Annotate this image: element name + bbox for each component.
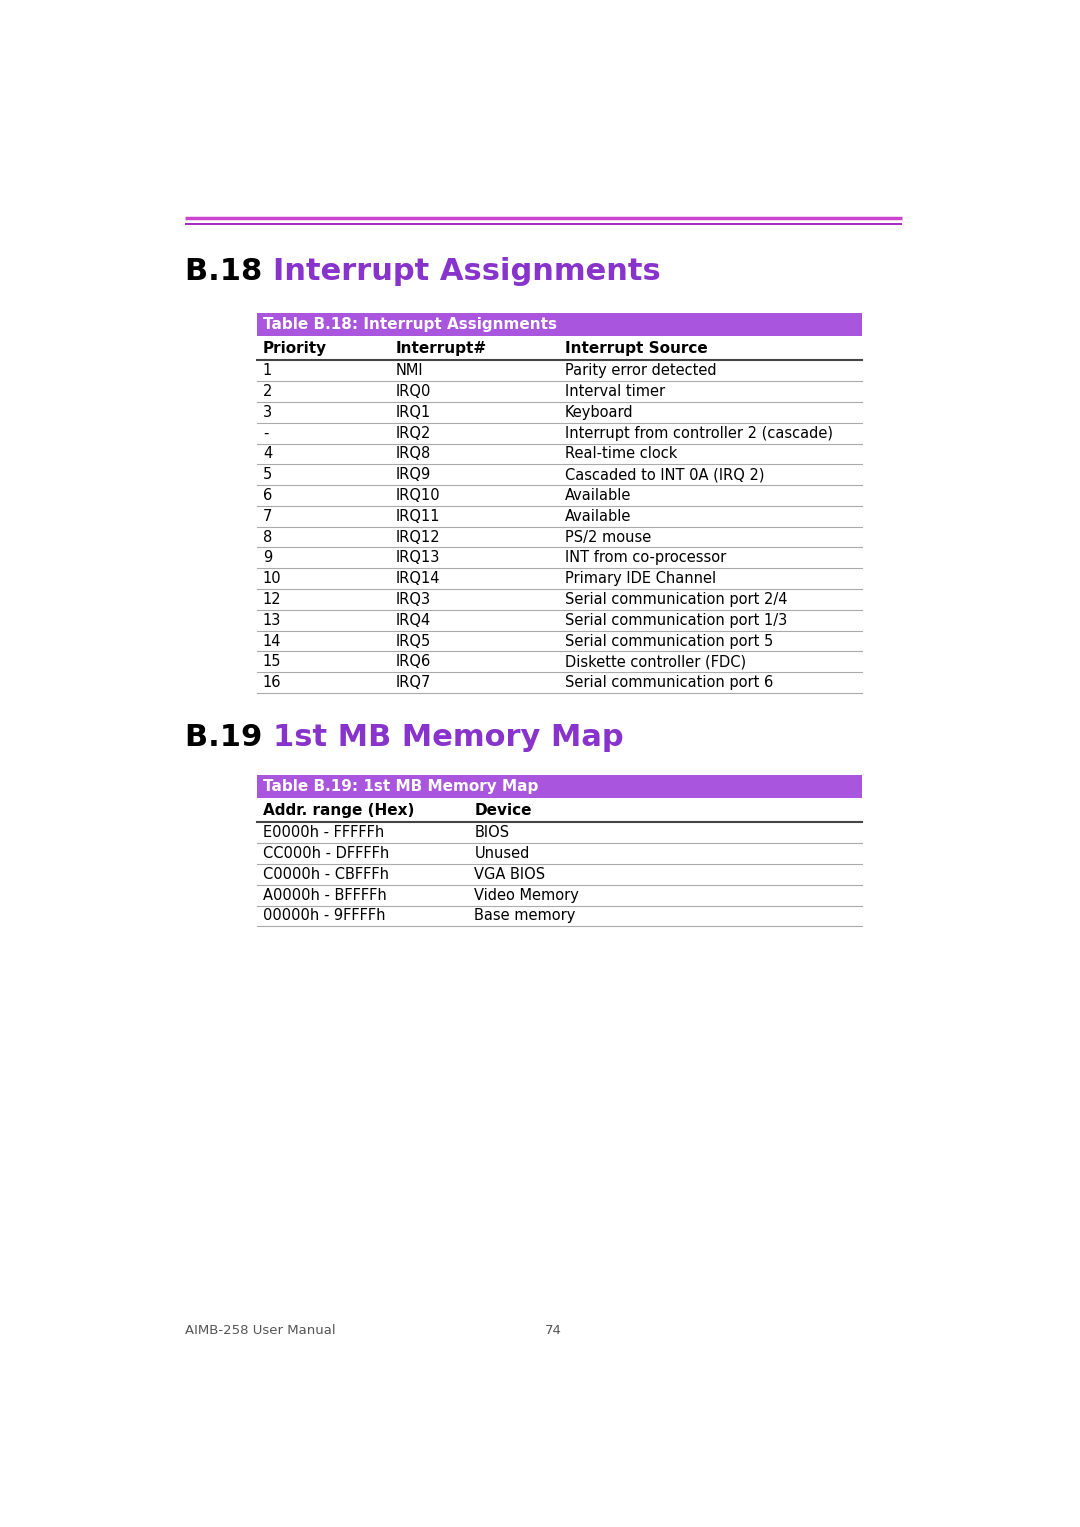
Text: IRQ4: IRQ4 — [395, 612, 431, 628]
Text: Unused: Unused — [474, 846, 530, 861]
Text: Addr. range (Hex): Addr. range (Hex) — [262, 803, 415, 817]
Text: Primary IDE Channel: Primary IDE Channel — [565, 571, 716, 586]
Text: Parity error detected: Parity error detected — [565, 363, 717, 379]
Text: 3: 3 — [262, 405, 272, 420]
Text: IRQ6: IRQ6 — [395, 654, 431, 669]
Text: VGA BIOS: VGA BIOS — [474, 867, 545, 881]
Text: 8: 8 — [262, 530, 272, 545]
Text: 1: 1 — [262, 363, 272, 379]
Text: IRQ11: IRQ11 — [395, 508, 440, 524]
Text: Real-time clock: Real-time clock — [565, 446, 677, 461]
Bar — [257, 313, 862, 336]
Text: 6: 6 — [262, 489, 272, 502]
Text: Interval timer: Interval timer — [565, 383, 665, 399]
Text: B.18: B.18 — [186, 257, 273, 286]
Text: Table B.19: 1st MB Memory Map: Table B.19: 1st MB Memory Map — [262, 779, 538, 794]
Text: C0000h - CBFFFh: C0000h - CBFFFh — [262, 867, 389, 881]
Text: Priority: Priority — [262, 341, 327, 356]
Text: IRQ1: IRQ1 — [395, 405, 431, 420]
Text: Table B.18: Interrupt Assignments: Table B.18: Interrupt Assignments — [262, 316, 557, 331]
Text: INT from co-processor: INT from co-processor — [565, 550, 727, 565]
Text: IRQ10: IRQ10 — [395, 489, 440, 502]
Text: A0000h - BFFFFh: A0000h - BFFFFh — [262, 887, 387, 902]
Text: -: - — [262, 426, 268, 441]
Text: Device: Device — [474, 803, 532, 817]
Text: Serial communication port 5: Serial communication port 5 — [565, 634, 773, 649]
Text: 2: 2 — [262, 383, 272, 399]
Text: Available: Available — [565, 489, 632, 502]
Bar — [257, 774, 862, 797]
Text: IRQ7: IRQ7 — [395, 675, 431, 690]
Text: 16: 16 — [262, 675, 282, 690]
Text: Cascaded to INT 0A (IRQ 2): Cascaded to INT 0A (IRQ 2) — [565, 467, 765, 483]
Text: PS/2 mouse: PS/2 mouse — [565, 530, 651, 545]
Text: IRQ13: IRQ13 — [395, 550, 440, 565]
Text: IRQ14: IRQ14 — [395, 571, 440, 586]
Text: Keyboard: Keyboard — [565, 405, 634, 420]
Text: Serial communication port 1/3: Serial communication port 1/3 — [565, 612, 787, 628]
Text: IRQ5: IRQ5 — [395, 634, 431, 649]
Text: IRQ2: IRQ2 — [395, 426, 431, 441]
Text: E0000h - FFFFFh: E0000h - FFFFFh — [262, 825, 384, 840]
Text: IRQ3: IRQ3 — [395, 592, 431, 606]
Text: Interrupt Assignments: Interrupt Assignments — [273, 257, 661, 286]
Text: 9: 9 — [262, 550, 272, 565]
Text: 00000h - 9FFFFh: 00000h - 9FFFFh — [262, 909, 386, 924]
Text: B.19: B.19 — [186, 724, 273, 753]
Text: IRQ9: IRQ9 — [395, 467, 431, 483]
Text: CC000h - DFFFFh: CC000h - DFFFFh — [262, 846, 389, 861]
Text: Interrupt Source: Interrupt Source — [565, 341, 707, 356]
Text: 4: 4 — [262, 446, 272, 461]
Text: BIOS: BIOS — [474, 825, 510, 840]
Text: Interrupt from controller 2 (cascade): Interrupt from controller 2 (cascade) — [565, 426, 833, 441]
Text: Interrupt#: Interrupt# — [395, 341, 486, 356]
Text: 10: 10 — [262, 571, 282, 586]
Text: AIMB-258 User Manual: AIMB-258 User Manual — [186, 1324, 336, 1338]
Text: NMI: NMI — [395, 363, 423, 379]
Text: 15: 15 — [262, 654, 282, 669]
Text: Serial communication port 6: Serial communication port 6 — [565, 675, 773, 690]
Text: Video Memory: Video Memory — [474, 887, 579, 902]
Text: 5: 5 — [262, 467, 272, 483]
Text: 1st MB Memory Map: 1st MB Memory Map — [273, 724, 624, 753]
Text: IRQ8: IRQ8 — [395, 446, 431, 461]
Text: Diskette controller (FDC): Diskette controller (FDC) — [565, 654, 746, 669]
Text: Base memory: Base memory — [474, 909, 576, 924]
Text: 74: 74 — [545, 1324, 562, 1338]
Text: 14: 14 — [262, 634, 282, 649]
Text: IRQ12: IRQ12 — [395, 530, 440, 545]
Text: IRQ0: IRQ0 — [395, 383, 431, 399]
Text: 13: 13 — [262, 612, 281, 628]
Text: 7: 7 — [262, 508, 272, 524]
Text: Serial communication port 2/4: Serial communication port 2/4 — [565, 592, 787, 606]
Text: 12: 12 — [262, 592, 282, 606]
Text: Available: Available — [565, 508, 632, 524]
